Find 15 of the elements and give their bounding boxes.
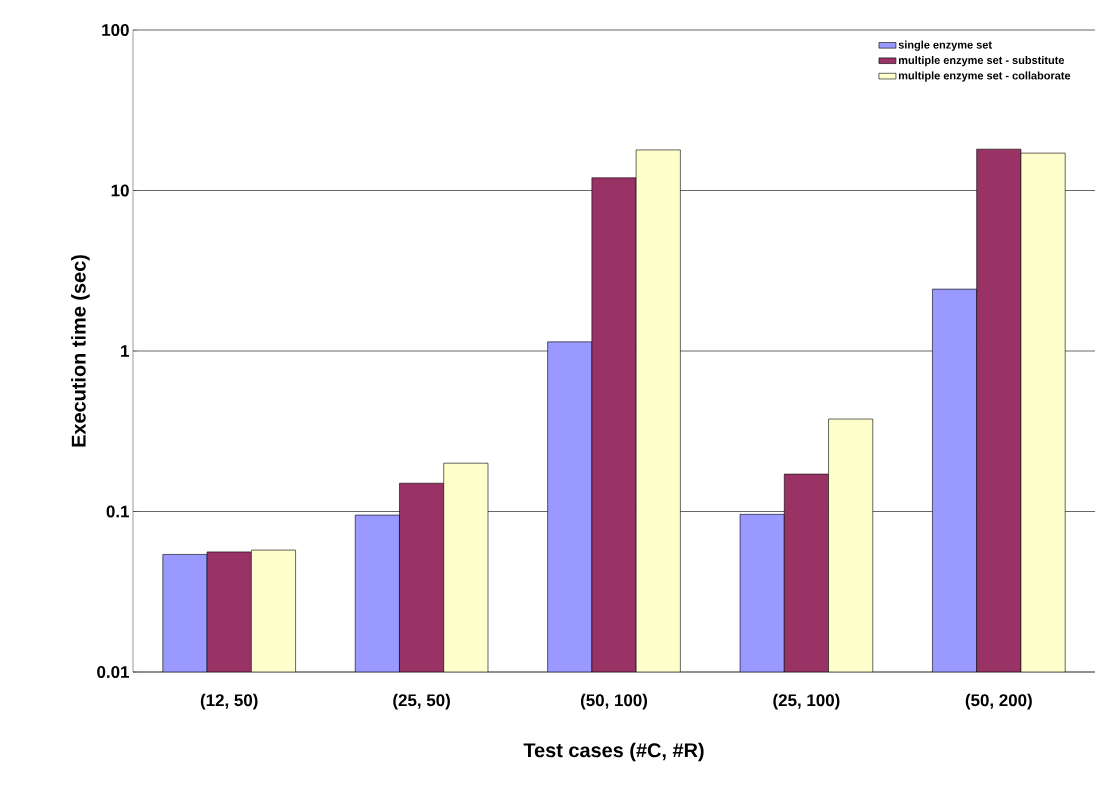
x-tick-label: (50, 200) bbox=[965, 693, 1032, 710]
x-tick-label: (25, 50) bbox=[393, 693, 450, 710]
legend-label: multiple enzyme set - collaborate bbox=[898, 71, 1071, 82]
x-axis-title: Test cases (#C, #R) bbox=[523, 742, 704, 762]
y-tick-label: 100 bbox=[102, 24, 129, 36]
y-tick-label: 0.1 bbox=[106, 505, 130, 518]
y-tick-label: 1 bbox=[121, 345, 130, 357]
legend-label: multiple enzyme set - substitute bbox=[898, 56, 1065, 67]
legend-label: single enzyme set bbox=[898, 40, 992, 51]
y-tick-label: 10 bbox=[111, 184, 129, 197]
x-tick-label: (12, 50) bbox=[200, 693, 258, 710]
y-tick-label: 0.01 bbox=[97, 666, 130, 679]
x-tick-label: (25, 100) bbox=[773, 693, 840, 710]
x-tick-label: (50, 100) bbox=[580, 693, 648, 710]
y-axis-title: Execution time (sec) bbox=[71, 255, 90, 447]
